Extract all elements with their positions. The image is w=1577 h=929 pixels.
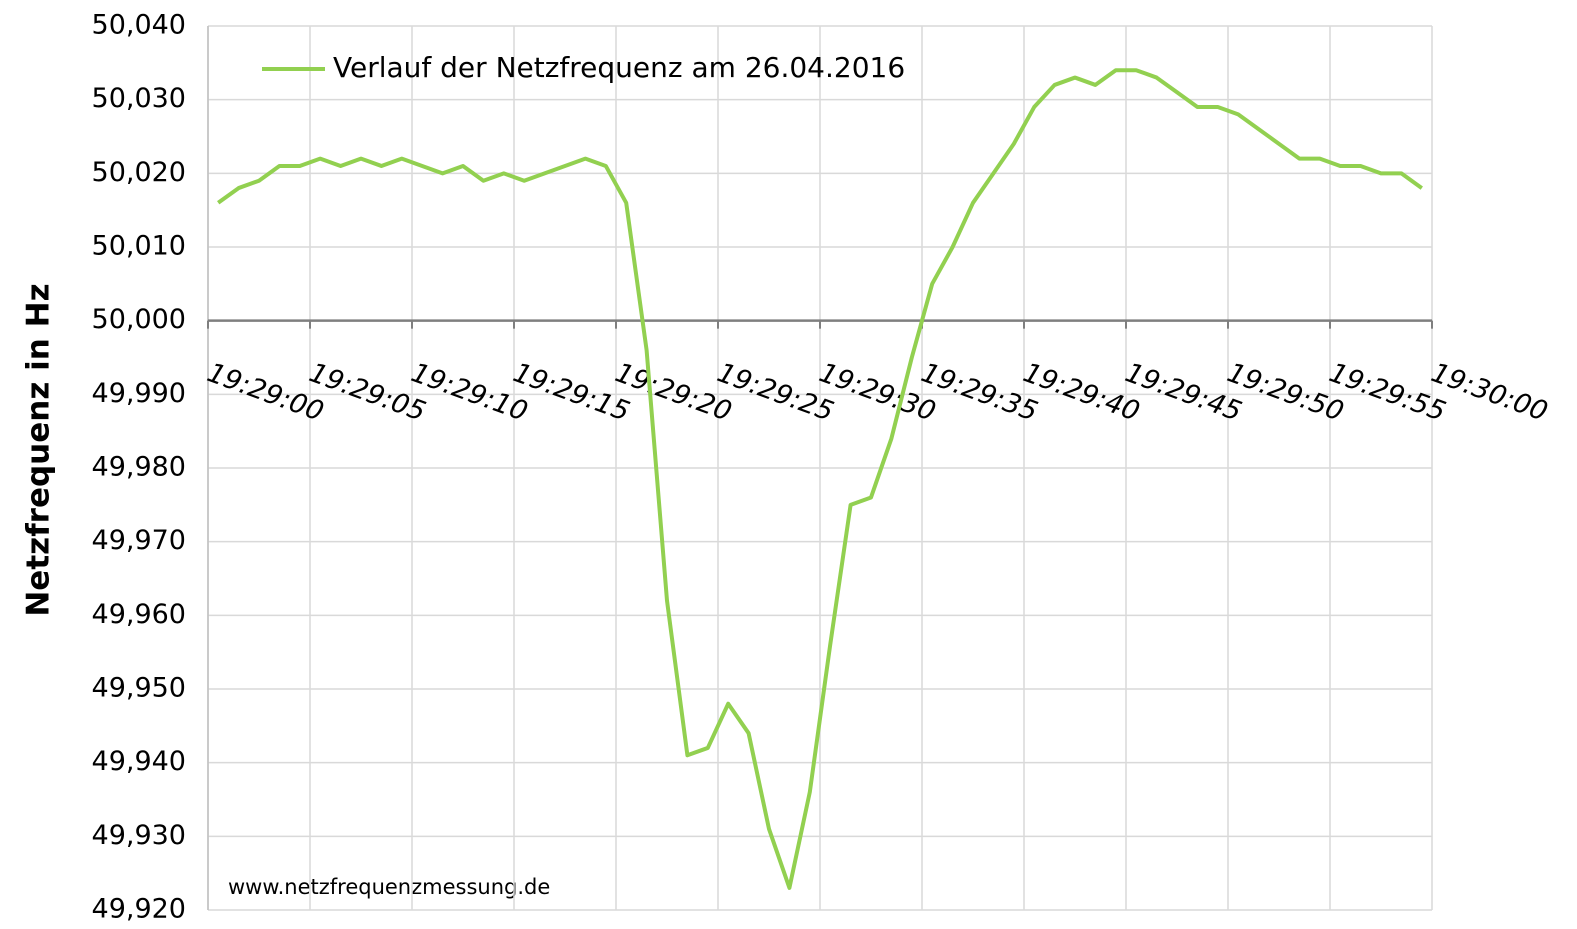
data-line xyxy=(217,68,1423,890)
x-tick-label: 19:29:40 xyxy=(1019,357,1144,428)
y-axis-label: Netzfrequenz in Hz xyxy=(21,283,57,616)
x-tick-label: 19:29:50 xyxy=(1223,357,1348,428)
y-tick-label: 49,930 xyxy=(92,820,186,851)
y-tick-label: 50,020 xyxy=(92,157,186,188)
y-tick-label: 49,920 xyxy=(92,894,186,925)
x-tick-label: 19:29:45 xyxy=(1121,357,1246,428)
annotation: www.netzfrequenzmessung.de xyxy=(228,875,550,899)
y-tick-label: 49,960 xyxy=(92,599,186,630)
y-tick-label: 50,010 xyxy=(92,231,186,262)
y-tick-label: 50,000 xyxy=(92,304,186,335)
y-tick-label: 50,030 xyxy=(92,83,186,114)
y-tick-label: 49,990 xyxy=(92,378,186,409)
y-tick-label: 49,980 xyxy=(92,452,186,483)
y-tick-label: 49,950 xyxy=(92,673,186,704)
x-tick-label: 19:29:55 xyxy=(1325,357,1450,428)
x-tick-label: 19:29:05 xyxy=(305,357,430,428)
x-tick-label: 19:29:10 xyxy=(407,357,532,428)
x-tick-label: 19:30:00 xyxy=(1427,357,1552,428)
x-tick-label: 19:29:15 xyxy=(509,357,634,428)
y-tick-label: 49,940 xyxy=(92,746,186,777)
x-tick-label: 19:29:35 xyxy=(917,357,1042,428)
x-tick-label: 19:29:20 xyxy=(611,357,736,428)
y-tick-label: 49,970 xyxy=(92,525,186,556)
x-tick-label: 19:29:00 xyxy=(203,357,328,428)
x-tick-label: 19:29:30 xyxy=(815,357,940,428)
y-tick-label: 50,040 xyxy=(92,10,186,41)
x-tick-label: 19:29:25 xyxy=(713,357,838,428)
legend-label: Verlauf der Netzfrequenz am 26.04.2016 xyxy=(333,51,905,84)
